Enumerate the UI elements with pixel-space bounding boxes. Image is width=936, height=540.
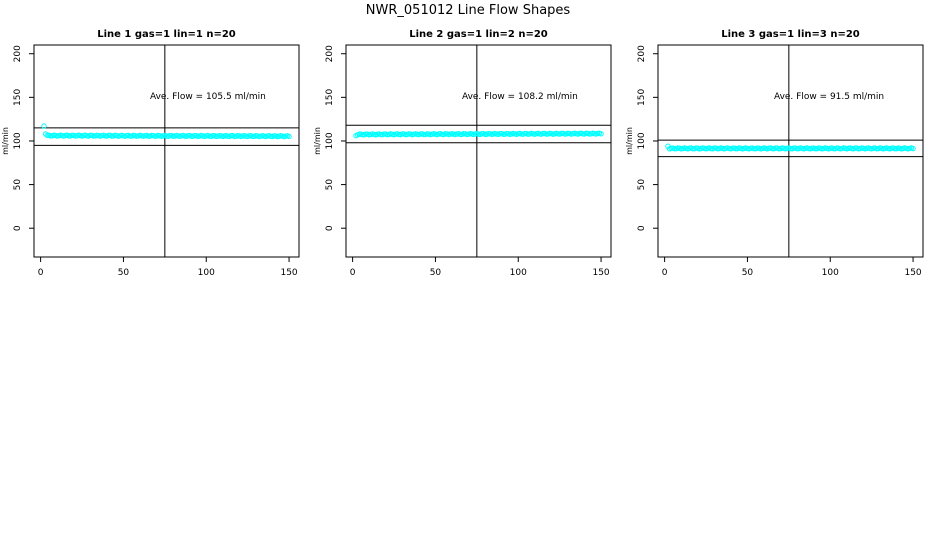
data-point xyxy=(690,145,696,152)
data-point xyxy=(598,131,604,137)
y-tick-label: 50 xyxy=(325,179,335,191)
panel-title: Line 1 gas=1 lin=1 n=20 xyxy=(97,29,236,40)
data-point xyxy=(852,145,858,151)
panel-title: Line 3 gas=1 lin=3 n=20 xyxy=(721,29,860,40)
average-flow-annotation: Ave. Flow = 105.5 ml/min xyxy=(150,92,266,102)
plot-frame xyxy=(657,44,924,258)
plot-frame xyxy=(345,44,612,258)
x-tick-label: 50 xyxy=(742,268,754,278)
data-point xyxy=(460,131,467,137)
x-tick-label: 0 xyxy=(662,268,668,278)
data-point xyxy=(41,123,47,129)
data-point xyxy=(910,145,916,152)
data-point xyxy=(47,133,54,139)
data-point xyxy=(711,145,718,151)
y-tick-label: 0 xyxy=(637,225,647,231)
y-tick-label: 100 xyxy=(637,132,647,149)
chart-panel-1: Line 1 gas=1 lin=1 n=20 0 50 100 150 0 50 100 15… xyxy=(1,29,300,278)
data-point xyxy=(540,130,546,137)
y-tick-label: 150 xyxy=(637,88,647,105)
panel-title: Line 2 gas=1 lin=2 n=20 xyxy=(409,29,548,40)
y-axis-label: ml/min xyxy=(313,127,322,155)
data-point xyxy=(268,133,274,140)
x-tick-label: 100 xyxy=(822,268,839,278)
data-points xyxy=(665,143,916,152)
y-axis-label: ml/min xyxy=(625,127,634,155)
data-point xyxy=(772,145,779,151)
data-point xyxy=(228,133,234,139)
data-point xyxy=(378,131,384,138)
y-tick-label: 200 xyxy=(637,45,647,62)
data-point xyxy=(751,145,757,152)
y-tick-label: 100 xyxy=(325,132,335,149)
x-tick-label: 150 xyxy=(904,268,921,278)
data-point xyxy=(66,133,72,139)
data-point xyxy=(188,133,195,139)
chart-panel-3: Line 3 gas=1 lin=3 n=20 0 50 100 150 0 50 100 15… xyxy=(625,29,924,278)
data-point xyxy=(500,131,507,137)
data-point xyxy=(892,145,898,152)
data-point xyxy=(359,132,366,138)
data-points xyxy=(41,123,292,140)
data-point xyxy=(399,131,406,137)
x-tick-label: 50 xyxy=(118,268,130,278)
data-point xyxy=(439,131,445,138)
data-points xyxy=(353,130,604,139)
y-tick-label: 0 xyxy=(325,225,335,231)
data-point xyxy=(249,133,256,140)
y-tick-label: 50 xyxy=(13,179,23,191)
data-point xyxy=(286,133,292,140)
average-flow-annotation: Ave. Flow = 91.5 ml/min xyxy=(774,92,884,102)
data-point xyxy=(671,145,678,152)
x-tick-label: 100 xyxy=(510,268,527,278)
chart-panel-2: Line 2 gas=1 lin=2 n=20 0 50 100 150 0 50 100 15… xyxy=(313,29,612,278)
data-point xyxy=(167,132,173,139)
data-point xyxy=(127,133,133,139)
y-tick-label: 150 xyxy=(325,88,335,105)
y-tick-label: 150 xyxy=(13,88,23,105)
average-flow-annotation: Ave. Flow = 108.2 ml/min xyxy=(462,92,578,102)
x-tick-label: 150 xyxy=(592,268,609,278)
y-tick-label: 200 xyxy=(325,45,335,62)
x-tick-label: 0 xyxy=(350,268,356,278)
y-tick-label: 50 xyxy=(637,179,647,191)
plot-frame xyxy=(33,44,300,258)
figure-title: NWR_051012 Line Flow Shapes xyxy=(366,3,571,18)
data-point xyxy=(518,131,525,137)
y-axis-label: ml/min xyxy=(1,127,10,155)
data-point xyxy=(812,145,819,152)
x-tick-label: 150 xyxy=(280,268,297,278)
y-tick-label: 200 xyxy=(13,45,23,62)
y-tick-label: 0 xyxy=(13,225,23,231)
y-tick-label: 100 xyxy=(13,132,23,149)
data-point xyxy=(791,145,797,151)
x-tick-label: 100 xyxy=(198,268,215,278)
panels-container: Line 1 gas=1 lin=1 n=20 0 50 100 150 0 50 100 15… xyxy=(1,29,924,278)
data-point xyxy=(580,131,586,137)
x-tick-label: 50 xyxy=(430,268,442,278)
data-point xyxy=(87,132,94,139)
data-point xyxy=(148,132,155,139)
x-tick-label: 0 xyxy=(38,268,44,278)
data-point xyxy=(479,131,485,137)
